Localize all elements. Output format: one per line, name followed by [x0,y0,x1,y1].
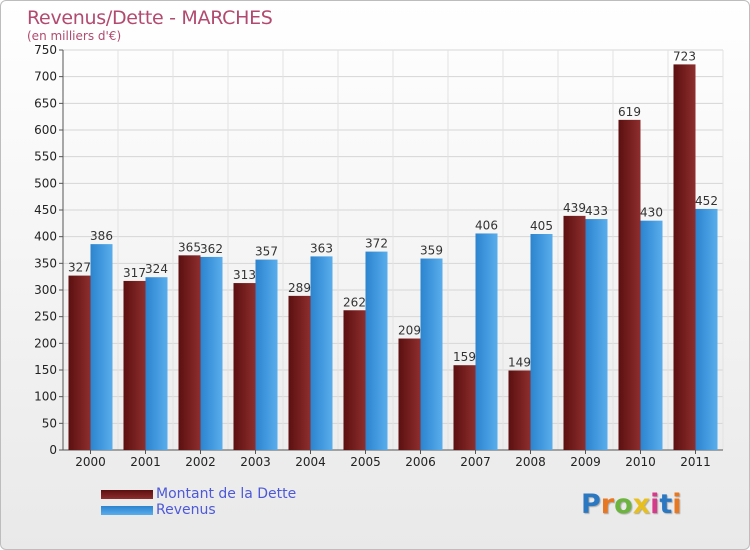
y-tick-label: 0 [49,443,57,457]
x-tick-label: 2009 [570,455,601,469]
bars [68,64,718,451]
data-label-revenus: 359 [420,244,443,258]
chart-title: Revenus/Dette - MARCHES [27,7,273,29]
logo-letter: P [581,489,601,520]
bar-dette [178,255,201,450]
data-label-revenus: 363 [310,241,333,255]
axes: 0 50 100 150 200 250 300 350 400 450 500 550 600 650 7… [34,43,723,469]
bar-dette [233,283,256,450]
y-tick-label: 350 [34,256,57,270]
bar-dette [563,215,586,450]
x-tick-label: 2001 [130,455,161,469]
bar-revenus [200,256,223,450]
data-label-revenus: 405 [530,219,553,233]
bar-revenus [310,256,333,450]
legend-swatch-dette [101,490,153,499]
bar-revenus [585,219,608,450]
data-label-revenus: 430 [640,206,663,220]
proxiti-logo: Proxiti [581,489,682,520]
x-tick-label: 2002 [185,455,216,469]
data-label-dette: 317 [123,266,146,280]
x-tick-label: 2010 [625,455,656,469]
y-tick-label: 150 [34,363,57,377]
legend-swatch-revenus [101,506,153,515]
bar-revenus [365,251,388,450]
bar-revenus [530,234,553,450]
x-tick-label: 2007 [460,455,491,469]
data-label-dette: 723 [673,49,696,63]
y-tick-label: 550 [34,150,57,164]
x-tick-label: 2000 [75,455,106,469]
bar-dette [673,64,696,451]
bar-dette [453,365,476,450]
x-tick-label: 2003 [240,455,271,469]
logo-letter: r [600,489,615,520]
y-tick-label: 750 [34,43,57,57]
bar-dette [343,310,366,450]
legend-label-dette: Montant de la Dette [156,486,297,502]
y-tick-label: 50 [42,416,57,430]
bar-revenus [90,244,113,450]
bar-revenus [475,233,498,450]
chart-subtitle: (en milliers d'€) [27,29,122,43]
logo-letter: o [614,489,633,520]
data-label-revenus: 372 [365,237,388,251]
legend-label-revenus: Revenus [156,502,216,518]
y-tick-label: 300 [34,283,57,297]
data-label-dette: 365 [178,240,201,254]
data-labels: 327 386 317 324 365 362 313 357 289 363 262 372 209 3… [68,49,718,369]
y-tick-label: 400 [34,230,57,244]
data-label-dette: 159 [453,350,476,364]
data-label-dette: 149 [508,356,531,370]
logo-letter: i [650,489,660,520]
bar-dette [68,275,91,450]
x-tick-label: 2004 [295,455,326,469]
y-tick-label: 250 [34,310,57,324]
logo-letter: i [672,489,682,520]
bar-revenus [255,259,278,450]
bar-revenus [695,208,718,450]
x-tick-label: 2005 [350,455,381,469]
bar-dette [508,370,531,450]
bar-dette [123,280,146,450]
data-label-revenus: 452 [695,194,718,208]
bar-revenus [420,258,443,450]
data-label-dette: 439 [563,201,586,215]
bar-revenus [145,277,168,450]
grid-lines [62,49,724,451]
data-label-revenus: 386 [90,229,113,243]
y-tick-label: 450 [34,203,57,217]
x-tick-label: 2011 [680,455,711,469]
data-label-dette: 327 [68,261,91,275]
bar-dette [618,119,641,450]
y-tick-label: 500 [34,176,57,190]
bar-revenus [640,220,663,450]
logo-letter: t [659,489,673,520]
data-label-dette: 262 [343,295,366,309]
bar-dette [288,295,311,450]
y-tick-label: 100 [34,390,57,404]
data-label-dette: 289 [288,281,311,295]
y-tick-label: 200 [34,336,57,350]
x-tick-label: 2008 [515,455,546,469]
data-label-revenus: 433 [585,204,608,218]
data-label-revenus: 324 [145,262,168,276]
data-label-dette: 209 [398,324,421,338]
bar-dette [398,338,421,450]
data-label-dette: 619 [618,105,641,119]
data-label-dette: 313 [233,268,256,282]
x-tick-label: 2006 [405,455,436,469]
logo-letter: x [632,489,651,520]
data-label-revenus: 406 [475,218,498,232]
data-label-revenus: 357 [255,245,278,259]
data-label-revenus: 362 [200,242,223,256]
y-tick-label: 600 [34,123,57,137]
y-tick-label: 700 [34,70,57,84]
y-tick-label: 650 [34,96,57,110]
